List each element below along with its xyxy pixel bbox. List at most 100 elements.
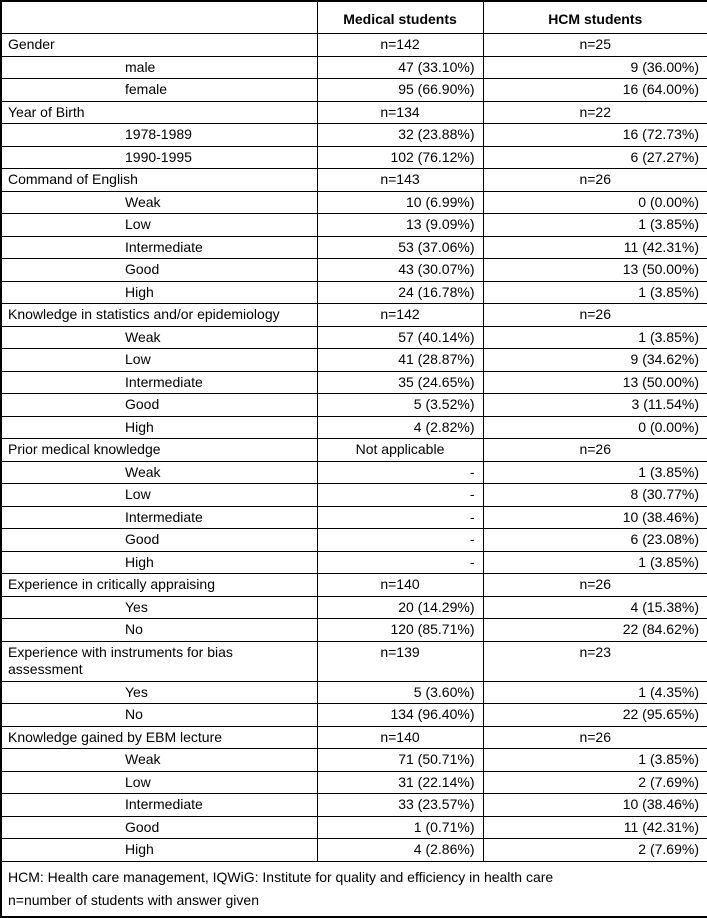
medical-students-value: 57 (40.14%) [316,325,484,350]
hcm-students-value: 0 (0.00%) [482,415,707,440]
hcm-students-value: 16 (72.73%) [482,123,707,147]
table-row: High -1 (3.85%) [0,550,707,575]
medical-students-value: 41 (28.87%) [316,348,484,372]
medical-students-value: n=134 [316,100,484,125]
table-row: High 4 (2.82%) 0 (0.00%) [0,415,707,440]
hcm-students-value: 9 (34.62%) [482,348,707,372]
medical-students-value: 43 (30.07%) [316,258,484,282]
sub-category-label: Weak [0,190,318,215]
hcm-students-value: 0 (0.00%) [482,190,707,215]
medical-students-value: - [316,550,484,575]
table-row: Good 5 (3.52%) 3 (11.54%) [0,393,707,417]
hcm-students-value: n=26 [482,303,707,327]
table-row: Intermediate -10 (38.46%) [0,505,707,530]
medical-students-value: 33 (23.57%) [316,793,484,817]
table-row: Yes 20 (14.29%) 4 (15.38%) [0,595,707,620]
table-row: Good -6 (23.08%) [0,528,707,552]
category-label: Year of Birth [0,100,318,125]
sub-category-label: No [0,618,318,642]
sub-category-label: Weak [0,748,318,772]
sub-category-label: Good [0,393,318,417]
table-header-row: Medical students HCM students [0,0,707,34]
sub-category-label: High [0,838,318,862]
hcm-students-value: 22 (95.65%) [482,703,707,727]
table-row: Intermediate 53 (37.06%) 11 (42.31%) [0,235,707,260]
table-row: Good 1 (0.71%) 11 (42.31%) [0,815,707,840]
hcm-students-value: n=26 [482,438,707,462]
table-row: Year of Birth n=134 n=22 [0,100,707,125]
medical-students-value: - [316,483,484,507]
table-row: No 134 (96.40%) 22 (95.65%) [0,703,707,727]
hcm-students-value: n=26 [482,168,707,192]
sub-category-label: 1978-1989 [0,123,318,147]
sub-category-label: High [0,415,318,440]
sub-category-label: Weak [0,460,318,485]
sub-category-label: Intermediate [0,235,318,260]
category-label: Knowledge in statistics and/or epidemiol… [0,303,318,327]
medical-students-value: n=140 [316,573,484,597]
footnote-abbreviations: HCM: Health care management, IQWiG: Inst… [8,869,554,885]
sub-category-label: Good [0,258,318,282]
table-row: Knowledge gained by EBM lecture n=140 n=26 [0,725,707,750]
sub-category-label: Low [0,213,318,237]
medical-students-value: 13 (9.09%) [316,213,484,237]
medical-students-value: - [316,505,484,530]
table-row: Low 41 (28.87%) 9 (34.62%) [0,348,707,372]
table-row: Good 43 (30.07%) 13 (50.00%) [0,258,707,282]
medical-students-value: 4 (2.82%) [316,415,484,440]
medical-students-value: n=140 [316,725,484,750]
footnote-n-definition: n=number of students with answer given [8,892,259,908]
hcm-students-value: 1 (3.85%) [482,280,707,305]
table-row: Yes 5 (3.60%) 1 (4.35%) [0,680,707,705]
medical-students-value: 95 (66.90%) [316,78,484,102]
hcm-students-value: n=26 [482,725,707,750]
hcm-students-value: 6 (27.27%) [482,145,707,170]
sub-category-label: Intermediate [0,793,318,817]
category-label: Experience in critically appraising [0,573,318,597]
hcm-students-value: 4 (15.38%) [482,595,707,620]
medical-students-value: 35 (24.65%) [316,370,484,395]
medical-students-value: n=142 [316,33,484,57]
hcm-students-value: 10 (38.46%) [482,793,707,817]
medical-students-value: 10 (6.99%) [316,190,484,215]
medical-students-value: 120 (85.71%) [316,618,484,642]
table-row: Weak -1 (3.85%) [0,460,707,485]
table-row: Intermediate 33 (23.57%) 10 (38.46%) [0,793,707,817]
hcm-students-value: 3 (11.54%) [482,393,707,417]
sub-category-label: High [0,550,318,575]
hcm-students-value: 1 (3.85%) [482,550,707,575]
header-hcm-students: HCM students [482,0,707,34]
table-row: Experience with instruments for bias ass… [0,640,707,682]
category-label: Command of English [0,168,318,192]
category-label: Gender [0,33,318,57]
hcm-students-value: 13 (50.00%) [482,258,707,282]
footnote-cell: HCM: Health care management, IQWiG: Inst… [0,861,707,918]
header-medical-students: Medical students [316,0,484,34]
hcm-students-value: 22 (84.62%) [482,618,707,642]
hcm-students-value: 8 (30.77%) [482,483,707,507]
sub-category-label: female [0,78,318,102]
sub-category-label: Yes [0,680,318,705]
hcm-students-value: n=25 [482,33,707,57]
medical-students-value: n=142 [316,303,484,327]
medical-students-value: - [316,528,484,552]
table-row: No 120 (85.71%) 22 (84.62%) [0,618,707,642]
sub-category-label: High [0,280,318,305]
hcm-students-value: 16 (64.00%) [482,78,707,102]
sub-category-label: Weak [0,325,318,350]
category-label: Knowledge gained by EBM lecture [0,725,318,750]
table-row: Low 31 (22.14%) 2 (7.69%) [0,770,707,795]
table-row: Command of English n=143 n=26 [0,168,707,192]
medical-students-value: 1 (0.71%) [316,815,484,840]
table-row: Low -8 (30.77%) [0,483,707,507]
table-row: High 24 (16.78%) 1 (3.85%) [0,280,707,305]
hcm-students-value: 2 (7.69%) [482,770,707,795]
hcm-students-value: 1 (3.85%) [482,748,707,772]
hcm-students-value: 1 (3.85%) [482,460,707,485]
table-row: Knowledge in statistics and/or epidemiol… [0,303,707,327]
table-row: Weak 57 (40.14%) 1 (3.85%) [0,325,707,350]
medical-students-value: 53 (37.06%) [316,235,484,260]
sub-category-label: 1990-1995 [0,145,318,170]
